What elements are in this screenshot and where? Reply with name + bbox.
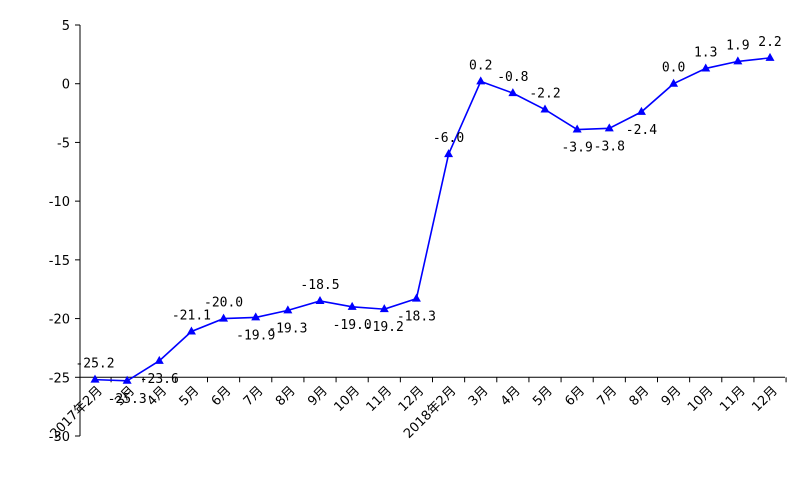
- value-label: -19.9: [236, 328, 275, 343]
- marker: [154, 355, 164, 364]
- y-tick-label: -15: [49, 254, 70, 269]
- value-label: -6.0: [433, 131, 464, 146]
- value-label: -19.3: [268, 321, 307, 336]
- y-tick-label: -25: [49, 371, 70, 386]
- marker: [315, 295, 325, 304]
- marker: [669, 78, 679, 87]
- x-tick-label: 8月: [627, 384, 653, 410]
- marker: [411, 293, 421, 302]
- marker: [604, 123, 614, 132]
- value-label: 0.0: [662, 61, 685, 76]
- value-label: -2.4: [626, 123, 657, 138]
- marker: [765, 52, 775, 61]
- value-label: 1.3: [694, 45, 717, 60]
- value-label: -21.1: [172, 308, 211, 323]
- marker: [540, 104, 550, 113]
- value-label: -3.9: [561, 141, 592, 156]
- value-label: 2.2: [758, 35, 781, 50]
- value-label: -19.0: [333, 318, 372, 333]
- x-tick-label: 3月: [466, 384, 492, 410]
- x-tick-label: 2017年2月: [48, 384, 106, 442]
- x-tick-label: 5月: [530, 384, 556, 410]
- x-tick-label: 11月: [717, 384, 748, 415]
- x-tick-label: 8月: [273, 384, 299, 410]
- marker: [219, 313, 229, 322]
- marker: [444, 149, 454, 158]
- x-tick-label: 10月: [685, 384, 716, 415]
- marker: [636, 106, 646, 115]
- x-tick-label: 11月: [364, 384, 395, 415]
- x-tick-label: 4月: [144, 384, 170, 410]
- x-tick-label: 10月: [331, 384, 362, 415]
- value-label: -25.2: [75, 357, 114, 372]
- x-tick-label: 6月: [562, 384, 588, 410]
- marker: [347, 301, 357, 310]
- value-label: -3.8: [594, 139, 625, 154]
- x-tick-label: 5月: [177, 384, 203, 410]
- value-label: -2.2: [529, 87, 560, 102]
- x-tick-label: 4月: [498, 384, 524, 410]
- y-tick-label: -30: [49, 430, 70, 445]
- value-label: -20.0: [204, 296, 243, 311]
- y-tick-label: -20: [49, 313, 70, 328]
- marker: [283, 305, 293, 314]
- marker: [251, 312, 261, 321]
- line: [94, 57, 771, 382]
- x-tick-label: 12月: [749, 384, 780, 415]
- value-label: 1.9: [726, 38, 749, 53]
- marker: [90, 374, 100, 383]
- value-label: -23.6: [140, 372, 179, 387]
- value-label: 0.2: [469, 58, 492, 73]
- y-tick-label: 0: [62, 78, 70, 93]
- marker: [122, 375, 132, 384]
- marker: [379, 304, 389, 313]
- marker: [186, 326, 196, 335]
- value-label: -18.5: [300, 278, 339, 293]
- value-label: -19.2: [365, 320, 404, 335]
- y-tick-label: 5: [62, 19, 70, 34]
- value-label: -25.3: [108, 392, 147, 407]
- marker: [733, 56, 743, 65]
- y-tick-label: -5: [57, 136, 70, 151]
- x-tick-label: 9月: [305, 384, 331, 410]
- marker: [572, 124, 582, 133]
- value-label: -18.3: [397, 310, 436, 325]
- x-tick-label: 6月: [209, 384, 235, 410]
- marker: [701, 63, 711, 72]
- x-tick-label: 7月: [594, 384, 620, 410]
- marker: [508, 88, 518, 97]
- marker: [476, 76, 486, 85]
- x-tick-label: 7月: [241, 384, 267, 410]
- y-tick-label: -10: [49, 195, 70, 210]
- value-label: -0.8: [497, 70, 528, 85]
- x-tick-label: 9月: [659, 384, 685, 410]
